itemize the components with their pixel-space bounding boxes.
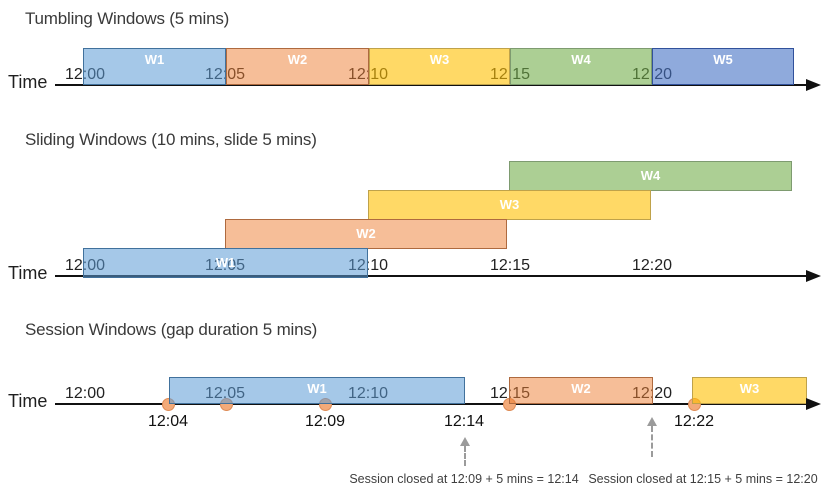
callout-arrow-icon (460, 437, 470, 446)
timeline (55, 84, 807, 86)
window-box-w4 (510, 48, 652, 85)
window-label: W2 (356, 226, 376, 241)
window-box-w2 (509, 377, 653, 404)
timeline-arrowhead-icon (806, 79, 821, 91)
section-title-tumbling-windows: Tumbling Windows (5 mins) (25, 9, 230, 28)
window-label: W3 (499, 197, 520, 212)
timeline-arrowhead-icon (806, 270, 821, 282)
window-label: W2 (571, 381, 591, 396)
window-label: W5 (713, 52, 733, 67)
callout-arrow-tail (464, 446, 466, 466)
window-label: W4 (640, 168, 661, 183)
window-label: W3 (429, 52, 450, 67)
window-label: W4 (571, 52, 591, 67)
tick-label: 12:00 (64, 385, 106, 402)
section-title-session-windows: Session Windows (gap duration 5 mins) (25, 320, 318, 339)
time-axis-label: Time (8, 263, 48, 283)
timeline-arrowhead-icon (806, 398, 821, 410)
event-time-label: 12:04 (147, 413, 189, 430)
session-closed-annotation: Session closed at 12:09 + 5 mins = 12:14 (349, 472, 579, 486)
window-box-w3 (692, 377, 807, 404)
window-box-w3 (369, 48, 510, 85)
callout-arrow-icon (647, 417, 657, 426)
window-box-w2 (225, 219, 507, 249)
event-time-label: 12:22 (673, 413, 715, 430)
tick-label: 12:15 (489, 257, 531, 274)
window-label: W1 (307, 381, 327, 396)
window-label: W1 (215, 255, 236, 270)
window-box-w3 (368, 190, 651, 220)
time-axis-label: Time (8, 391, 48, 411)
window-box-w1 (169, 377, 465, 404)
window-box-w4 (509, 161, 792, 191)
timeline (55, 403, 807, 405)
timeline (55, 275, 807, 277)
window-label: W2 (287, 52, 308, 67)
window-box-w1 (83, 48, 226, 85)
window-close-time-label: 12:14 (443, 413, 485, 430)
tick-label: 12:20 (631, 257, 673, 274)
section-title-sliding-windows: Sliding Windows (10 mins, slide 5 mins) (25, 130, 317, 149)
window-box-w5 (652, 48, 794, 85)
callout-arrow-tail (651, 426, 653, 457)
window-box-w2 (226, 48, 369, 85)
time-axis-label: Time (8, 72, 48, 92)
window-label: W1 (144, 52, 165, 67)
event-time-label: 12:09 (304, 413, 346, 430)
window-box-w1 (83, 248, 368, 278)
session-closed-annotation: Session closed at 12:15 + 5 mins = 12:20 (588, 472, 818, 486)
window-label: W3 (739, 381, 760, 396)
